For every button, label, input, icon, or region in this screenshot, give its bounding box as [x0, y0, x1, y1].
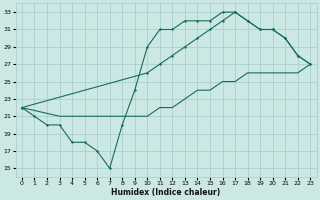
- X-axis label: Humidex (Indice chaleur): Humidex (Indice chaleur): [111, 188, 221, 197]
